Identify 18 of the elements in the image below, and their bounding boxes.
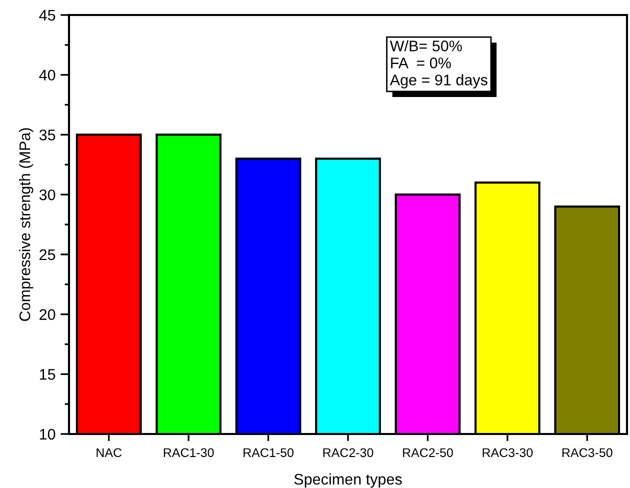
y-tick-label: 45 xyxy=(39,10,56,21)
y-tick-label: 35 xyxy=(39,130,56,140)
x-tick-label: RAC2-50 xyxy=(403,448,453,458)
y-tick-label: 15 xyxy=(40,369,56,380)
y-tick-label: 40 xyxy=(39,70,56,81)
x-tick-label: RAC3-50 xyxy=(562,448,612,458)
annotation: W/B= 50% FA = 0% Age = 91 days xyxy=(390,40,488,88)
x-tick-label: RAC1-50 xyxy=(244,448,294,458)
x-tick-label: RAC2-30 xyxy=(323,448,374,458)
y-tick-label: 25 xyxy=(40,249,56,260)
y-axis-title: Compressive strength (MPa) xyxy=(19,128,34,321)
x-tick-label: RAC1-30 xyxy=(164,448,214,458)
y-tick-label: 30 xyxy=(39,189,56,200)
x-tick-label: RAC3-30 xyxy=(482,448,533,458)
x-axis-title: Specimen types xyxy=(294,473,402,488)
y-tick-label: 10 xyxy=(40,428,56,440)
x-tick-label: NAC xyxy=(96,448,122,458)
y-tick-label: 20 xyxy=(40,309,56,320)
